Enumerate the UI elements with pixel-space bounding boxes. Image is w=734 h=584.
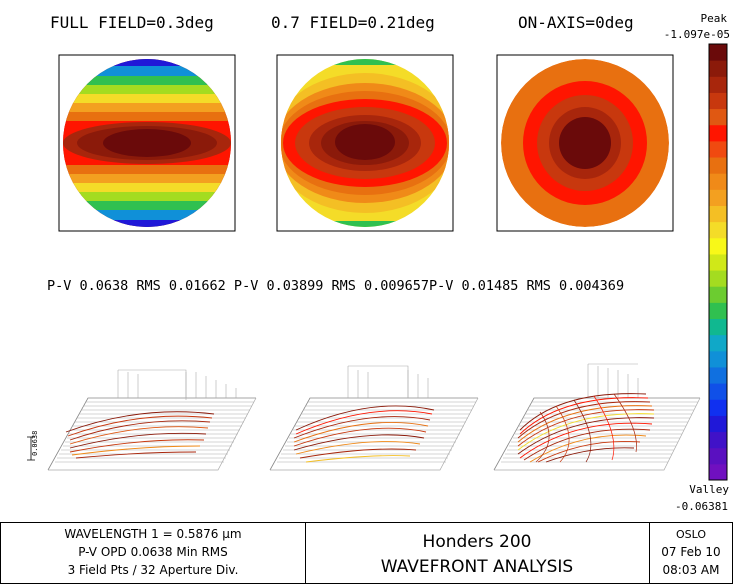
color-scale-segment bbox=[709, 415, 727, 433]
color-scale-segment bbox=[709, 253, 727, 271]
footer-info-box: WAVELENGTH 1 = 0.5876 μm P-V OPD 0.0638 … bbox=[0, 522, 733, 584]
date-text: 07 Feb 10 bbox=[661, 545, 721, 559]
wavefront-map-07-field bbox=[276, 54, 454, 232]
analysis-title: WAVEFRONT ANALYSIS bbox=[380, 557, 574, 577]
color-scale-segment bbox=[709, 221, 727, 239]
wavefront-3d-plot-full-field bbox=[47, 369, 257, 471]
color-scale-segment bbox=[709, 237, 727, 255]
vertical-scale-marker: 0.0638 bbox=[27, 431, 39, 461]
color-scale-segment bbox=[709, 302, 727, 320]
color-scale-segment bbox=[709, 44, 727, 61]
wavelength-text: WAVELENGTH 1 = 0.5876 μm bbox=[64, 527, 242, 541]
color-scale-segment bbox=[709, 334, 727, 352]
on-axis-title: ON-AXIS=0deg bbox=[518, 13, 634, 32]
color-scale-segment bbox=[709, 350, 727, 368]
valley-label: Valley bbox=[689, 483, 729, 496]
color-scale-segment bbox=[709, 431, 727, 449]
color-scale-bar bbox=[708, 43, 728, 481]
valley-value: -0.06381 bbox=[675, 500, 728, 513]
peak-value: -1.097e-05 bbox=[663, 28, 730, 41]
color-scale-segment bbox=[709, 463, 727, 481]
wavefront-3d-plot-07-field bbox=[269, 365, 479, 471]
footer-parameters: WAVELENGTH 1 = 0.5876 μm P-V OPD 0.0638 … bbox=[0, 523, 306, 583]
color-scale-segment bbox=[709, 173, 727, 190]
lens-name: Honders 200 bbox=[422, 532, 532, 552]
pv-opd-text: P-V OPD 0.0638 Min RMS bbox=[78, 545, 228, 559]
color-scale-segment bbox=[709, 205, 727, 223]
color-scale-segment bbox=[709, 399, 727, 416]
field-07-title: 0.7 FIELD=0.21deg bbox=[271, 13, 435, 32]
scale-marker-label: 0.0638 bbox=[31, 431, 39, 456]
color-scale-segment bbox=[709, 140, 727, 158]
color-scale-segment bbox=[709, 124, 727, 142]
peak-label: Peak bbox=[700, 12, 728, 25]
time-text: 08:03 AM bbox=[662, 563, 720, 577]
color-scale-segment bbox=[709, 447, 727, 465]
color-scale-segment bbox=[709, 286, 727, 303]
full-field-title: FULL FIELD=0.3deg bbox=[50, 13, 214, 32]
footer-stamp: OSLO 07 Feb 10 08:03 AM bbox=[650, 523, 733, 583]
color-scale-segment bbox=[709, 189, 727, 206]
color-scale-segment bbox=[709, 366, 727, 384]
program-name: OSLO bbox=[675, 528, 707, 541]
wavefront-map-on-axis bbox=[496, 54, 674, 232]
wavefront-3d-plot-on-axis bbox=[493, 363, 701, 471]
color-scale-segment bbox=[709, 108, 727, 126]
color-scale-segment bbox=[709, 270, 727, 287]
color-scale-segment bbox=[709, 383, 727, 400]
footer-title: Honders 200 WAVEFRONT ANALYSIS bbox=[305, 523, 650, 583]
color-scale-segment bbox=[709, 157, 727, 174]
color-scale-segment bbox=[709, 76, 727, 93]
color-scale-segment bbox=[709, 60, 727, 77]
pv-rms-stats: P-V 0.0638 RMS 0.01662 P-V 0.03899 RMS 0… bbox=[47, 278, 625, 294]
wavefront-map-full-field bbox=[58, 54, 236, 232]
wavefront-graphic: 0.0638 bbox=[27, 43, 728, 481]
color-scale-segment bbox=[709, 318, 727, 336]
color-scale-segment bbox=[709, 92, 727, 110]
field-points-text: 3 Field Pts / 32 Aperture Div. bbox=[67, 563, 239, 577]
